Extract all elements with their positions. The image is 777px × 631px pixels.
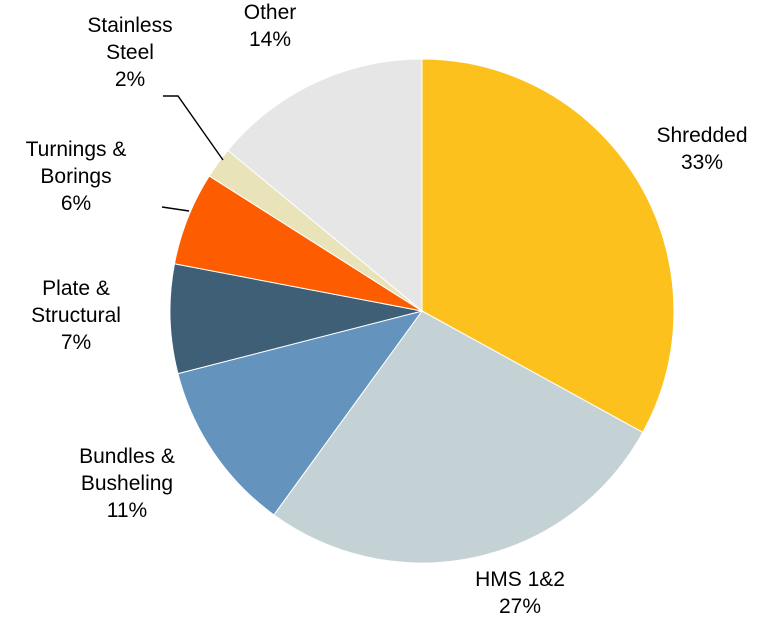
label-line: Steel [106,41,154,64]
label-line: Plate & [42,277,110,300]
label-line: Busheling [81,472,173,495]
label-turnings-and-borings: Turnings & Borings 6% [26,138,127,215]
leader-turnings-and-borings [161,206,190,212]
label-hms-1and2: HMS 1&2 27% [475,568,565,618]
label-line: Other [244,1,297,24]
label-value: 33% [681,151,723,174]
leader-lines [161,95,224,212]
label-value: 11% [107,499,147,522]
label-line: Stainless [87,14,172,37]
slice-bundles-and-busheling [177,310,424,516]
label-value: 27% [499,595,541,618]
label-other: Other 14% [244,1,297,51]
label-plate-and-structural: Plate & Structural 7% [31,277,121,354]
slice-plate-and-structural [169,263,423,375]
label-value: 7% [61,331,91,354]
leader-stainless-steel [163,95,224,161]
label-line: Turnings & [26,138,127,161]
label-value: 2% [115,68,145,91]
label-line: HMS 1&2 [475,568,565,591]
label-line: Bundles & [79,445,175,468]
label-bundles-and-busheling: Bundles & Busheling 11% [79,445,175,522]
pie-slices [169,58,675,564]
label-line: Structural [31,304,121,327]
label-line: Borings [40,165,111,188]
label-stainless-steel: Stainless Steel 2% [87,14,172,91]
label-value: 6% [61,192,91,215]
label-value: 14% [249,28,291,51]
label-shredded: Shredded 33% [656,124,747,174]
data-labels: Shredded 33% HMS 1&2 27% Bundles & Busheling 1… [26,1,748,618]
slice-other [227,58,423,313]
label-line: Shredded [656,124,747,147]
slice-shredded [421,58,675,434]
slice-hms-1and2 [273,310,644,564]
